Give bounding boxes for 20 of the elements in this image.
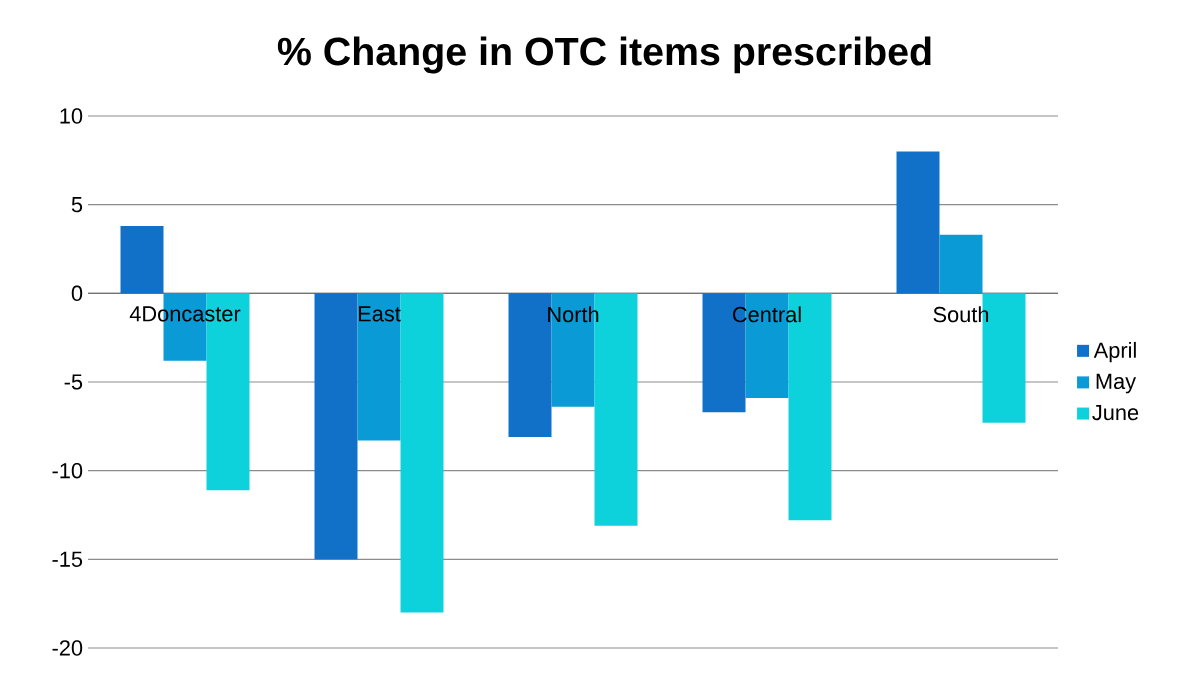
y-tick-label: -5 <box>64 374 83 390</box>
chart-title: % Change in OTC items prescribed <box>277 36 931 74</box>
y-tick-label: -15 <box>52 551 83 567</box>
legend-label: June <box>1092 405 1139 421</box>
bar <box>896 151 940 294</box>
bar <box>120 225 164 294</box>
y-tick-label: 5 <box>71 197 83 213</box>
x-tick-label: North <box>548 306 599 323</box>
y-tick-label: -10 <box>52 462 83 479</box>
y-tick-label: -20 <box>52 640 83 656</box>
x-tick-label: East <box>358 306 401 322</box>
bar <box>939 234 983 294</box>
bar <box>314 293 358 560</box>
bar <box>357 293 401 441</box>
legend-label: April <box>1093 341 1136 363</box>
x-tick-label: Central <box>732 306 801 323</box>
y-tick-label: 10 <box>60 108 83 124</box>
legend-label: May <box>1096 373 1137 394</box>
bar <box>400 293 444 613</box>
y-tick-label: 0 <box>71 285 83 302</box>
